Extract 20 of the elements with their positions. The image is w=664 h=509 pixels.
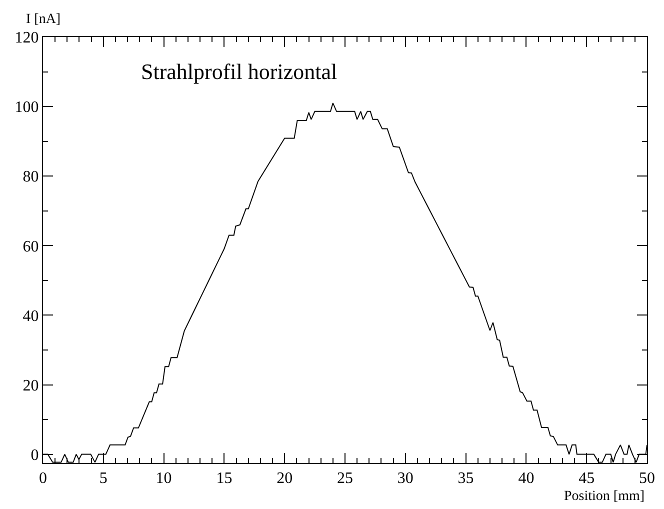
y-tick-label: 120 xyxy=(14,30,39,47)
x-tick-label: 25 xyxy=(337,470,353,488)
x-tick-label: 45 xyxy=(578,470,595,488)
y-tick-label: 20 xyxy=(22,377,39,394)
x-tick-label: 50 xyxy=(639,470,655,488)
y-axis-title: I [nA] xyxy=(26,12,61,27)
x-tick-label: 5 xyxy=(99,470,108,488)
y-tick-label: 60 xyxy=(22,238,39,256)
y-tick-label: 0 xyxy=(30,446,39,464)
y-tick-label: 100 xyxy=(14,99,39,116)
x-tick-label: 30 xyxy=(397,470,414,488)
y-tick-label: 40 xyxy=(22,308,39,325)
x-tick-label: 40 xyxy=(518,470,534,488)
x-tick-label: 15 xyxy=(216,470,232,488)
x-tick-label: 10 xyxy=(156,470,172,488)
x-tick-label: 20 xyxy=(276,470,293,488)
x-axis-title: Position [mm] xyxy=(564,489,645,504)
y-tick-label: 80 xyxy=(22,168,39,186)
text: Strahlprofil horizontal xyxy=(140,58,338,84)
x-tick-label: 35 xyxy=(458,470,474,488)
